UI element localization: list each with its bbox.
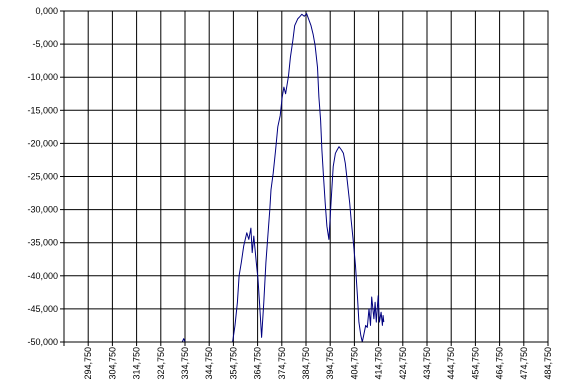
x-tick-label: 304,750 bbox=[107, 347, 117, 380]
x-tick-label: 334,750 bbox=[180, 347, 190, 380]
x-tick-label: 384,750 bbox=[301, 347, 311, 380]
x-tick-label: 414,750 bbox=[374, 347, 384, 380]
x-tick-label: 484,750 bbox=[543, 347, 553, 380]
x-tick-label: 394,750 bbox=[325, 347, 335, 380]
y-axis-tick-labels: 0,000 -5,000 -10,000 -15,000 -20,000 -25,000 -… bbox=[27, 6, 58, 347]
plot-frame bbox=[63, 10, 549, 343]
x-tick-label: 374,750 bbox=[277, 347, 287, 380]
x-tick-label: 424,750 bbox=[398, 347, 408, 380]
y-tick-label: -25,000 bbox=[27, 172, 58, 182]
y-tick-label: -20,000 bbox=[27, 138, 58, 148]
x-tick-label: 314,750 bbox=[132, 347, 142, 380]
x-tick-label: 354,750 bbox=[228, 347, 238, 380]
x-tick-label: 464,750 bbox=[495, 347, 505, 380]
series-line bbox=[181, 13, 385, 343]
x-tick-label: 454,750 bbox=[470, 347, 480, 380]
y-tick-label: -10,000 bbox=[27, 72, 58, 82]
x-tick-label: 324,750 bbox=[156, 347, 166, 380]
axis-frame bbox=[63, 10, 549, 343]
x-tick-label: 444,750 bbox=[446, 347, 456, 380]
x-tick-label: 344,750 bbox=[204, 347, 214, 380]
y-tick-label: -50,000 bbox=[27, 337, 58, 347]
y-tick-label: -40,000 bbox=[27, 271, 58, 281]
y-tick-label: -35,000 bbox=[27, 238, 58, 248]
y-tick-label: -30,000 bbox=[27, 205, 58, 215]
x-tick-label: 364,750 bbox=[253, 347, 263, 380]
x-tick-label: 434,750 bbox=[422, 347, 432, 380]
y-tick-label: 0,000 bbox=[35, 6, 58, 16]
y-tick-label: -15,000 bbox=[27, 105, 58, 115]
x-tick-label: 404,750 bbox=[349, 347, 359, 380]
x-axis-tick-labels: 294,750 304,750 314,750 324,750 334,750 344,7… bbox=[83, 347, 553, 380]
y-tick-label: -5,000 bbox=[32, 39, 58, 49]
x-tick-label: 474,750 bbox=[519, 347, 529, 380]
x-tick-label: 294,750 bbox=[83, 347, 93, 380]
y-tick-label: -45,000 bbox=[27, 304, 58, 314]
